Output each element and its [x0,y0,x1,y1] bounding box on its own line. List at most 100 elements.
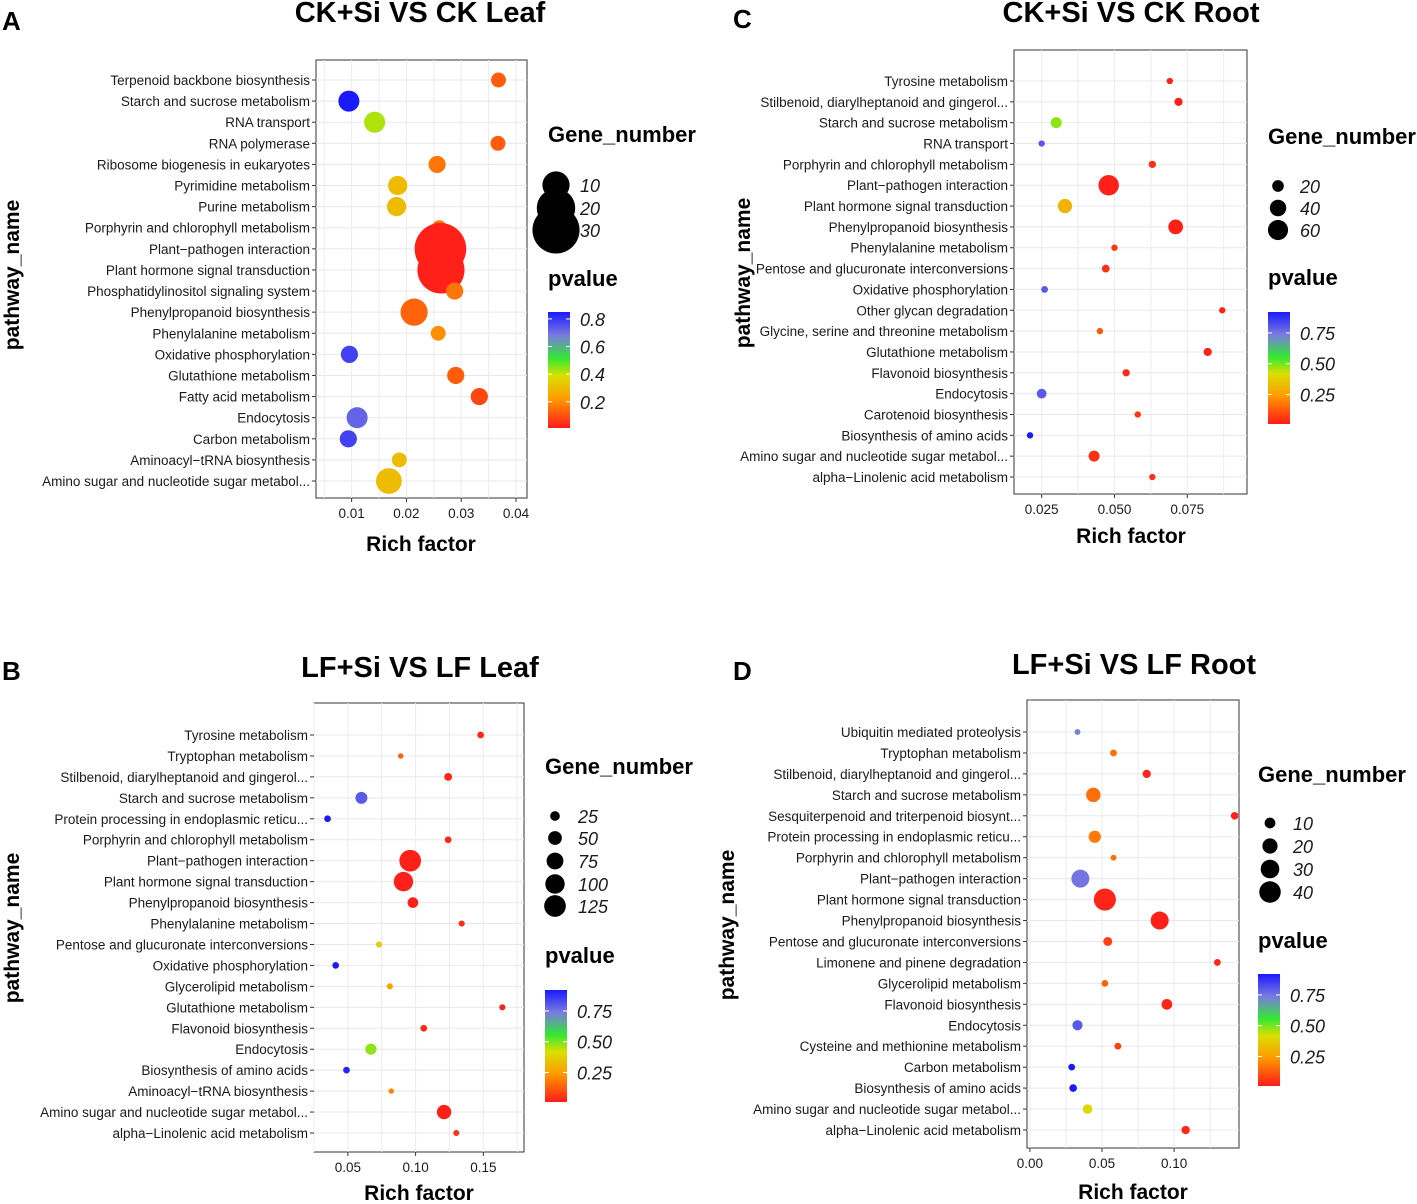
y-tick-label: Phenylpropanoid biosynthesis [829,220,1009,235]
plot-content-d: Ubiquitin mediated proteolysis Tryptophan… [753,700,1239,1171]
size-legend-dot [544,895,566,917]
y-tick-label: Pentose and glucuronate interconversions [756,262,1008,277]
y-tick-label: Porphyrin and chlorophyll metabolism [796,851,1021,866]
data-point [1161,998,1173,1010]
y-tick-label: Plant hormone signal transduction [106,263,310,278]
y-tick-label: Carbon metabolism [904,1060,1021,1075]
y-tick-label: Phenylalanine metabolism [150,917,308,932]
data-point [1110,854,1117,861]
y-tick-label: Plant hormone signal transduction [817,893,1021,908]
size-legend-label: 20 [1299,177,1320,197]
data-point [1041,285,1049,293]
chart-title-d: LF+Si VS LF Root [1012,649,1256,681]
y-tick-label: Plant−pathogen interaction [860,872,1021,887]
data-point [499,1004,506,1011]
data-point [444,773,453,781]
y-tick-label: Flavonoid biosynthesis [884,997,1021,1012]
y-tick-label: Amino sugar and nucleotide sugar metabol… [740,449,1008,464]
data-point [375,468,402,494]
y-tick-label: RNA transport [225,115,310,130]
size-legend-label: 10 [1293,814,1313,834]
color-legend-label: 0.75 [1290,986,1326,1006]
color-legend-a: 0.8 0.6 0.4 0.2 [548,310,606,428]
data-point [365,1043,377,1055]
y-tick-label: Fatty acid metabolism [179,390,310,405]
data-point [1181,1125,1190,1135]
panel-label-c: C [733,4,752,34]
y-tick-label: Biosynthesis of amino acids [841,428,1008,443]
panel-label-a: A [2,6,21,36]
data-point [1074,729,1081,735]
color-legend-label: 0.50 [1300,355,1335,375]
x-tick-label: 0.02 [393,506,419,521]
data-point [364,111,386,133]
chart-title-c: CK+Si VS CK Root [1003,0,1260,29]
y-tick-label: Plant hormone signal transduction [104,875,308,890]
size-legend-label: 30 [1293,860,1313,880]
data-point [332,962,340,969]
y-tick-label: Carbon metabolism [193,432,310,447]
data-point [1098,174,1119,196]
x-tick-label: 0.050 [1098,502,1132,517]
plot-area-b [313,702,525,1153]
y-tick-label: Biosynthesis of amino acids [141,1063,308,1078]
size-legend-title-c: Gene_number [1268,124,1416,149]
y-tick-label: Porphyrin and chlorophyll metabolism [85,221,310,236]
plot-content-c: Tyrosine metabolism Stilbenoid, diarylhep… [740,50,1247,517]
chart-title-b: LF+Si VS LF Leaf [301,652,539,684]
color-bar [548,312,570,428]
data-point [1057,198,1073,214]
size-legend-d: 10 20 30 40 [1259,814,1313,903]
data-point [393,871,414,892]
x-tick-label: 0.15 [470,1160,496,1175]
chart-panel-a: A CK+Si VS CK Leaf Terpenoid backbone bi… [1,0,696,556]
y-tick-label: Plant−pathogen interaction [147,854,308,869]
x-tick-label: 0.03 [448,506,474,521]
data-point [458,920,465,927]
y-tick-label: Porphyrin and chlorophyll metabolism [783,157,1008,172]
y-tick-label: Starch and sucrose metabolism [819,116,1008,131]
y-tick-label: Limonene and pinene degradation [816,955,1021,970]
color-legend-label: 0.50 [577,1033,612,1053]
y-tick-label: Phenylpropanoid biosynthesis [842,914,1022,929]
size-legend-title-a: Gene_number [548,122,696,147]
y-tick-label: Stilbenoid, diarylheptanoid and gingerol… [773,767,1021,782]
color-legend-title-c: pvalue [1268,265,1338,290]
color-legend-label: 0.50 [1290,1017,1325,1037]
data-point [343,1066,350,1074]
data-point [1213,959,1221,966]
y-tick-label: Starch and sucrose metabolism [832,788,1021,803]
data-point [1219,307,1226,314]
data-point [1068,1063,1076,1071]
plot-area-d [1026,699,1240,1149]
color-legend-label: 0.25 [1300,385,1336,405]
data-point [346,407,368,429]
color-legend-d: 0.75 0.50 0.25 [1258,974,1326,1086]
data-point [1168,219,1183,235]
y-tick-label: Biosynthesis of amino acids [854,1081,1021,1096]
x-tick-label: 0.05 [335,1160,361,1175]
x-tick-label: 0.10 [402,1160,428,1175]
y-tick-label: Glutathione metabolism [168,368,310,383]
y-tick-label: Oxidative phosphorylation [153,958,308,973]
data-point [490,135,506,151]
color-legend-label: 0.25 [577,1063,613,1083]
y-tick-label: Protein processing in endoplasmic reticu… [767,830,1021,845]
data-point [477,731,485,739]
size-legend-dot [1272,180,1284,192]
data-point [1142,769,1151,779]
data-point [386,983,393,990]
y-tick-label: Pyrimidine metabolism [174,179,310,194]
size-legend-label: 40 [1300,199,1320,219]
color-legend-label: 0.75 [577,1002,613,1022]
chart-title-a: CK+Si VS CK Leaf [295,0,546,29]
data-point [1166,77,1174,85]
data-point [1088,450,1100,462]
y-tick-label: Pentose and glucuronate interconversions [769,934,1021,949]
y-tick-label: Ribosome biogenesis in eukaryotes [97,157,310,172]
data-point [388,175,408,196]
size-legend-dot [1259,881,1281,903]
color-legend-title-a: pvalue [548,266,618,291]
x-axis-label-b: Rich factor [364,1182,474,1204]
